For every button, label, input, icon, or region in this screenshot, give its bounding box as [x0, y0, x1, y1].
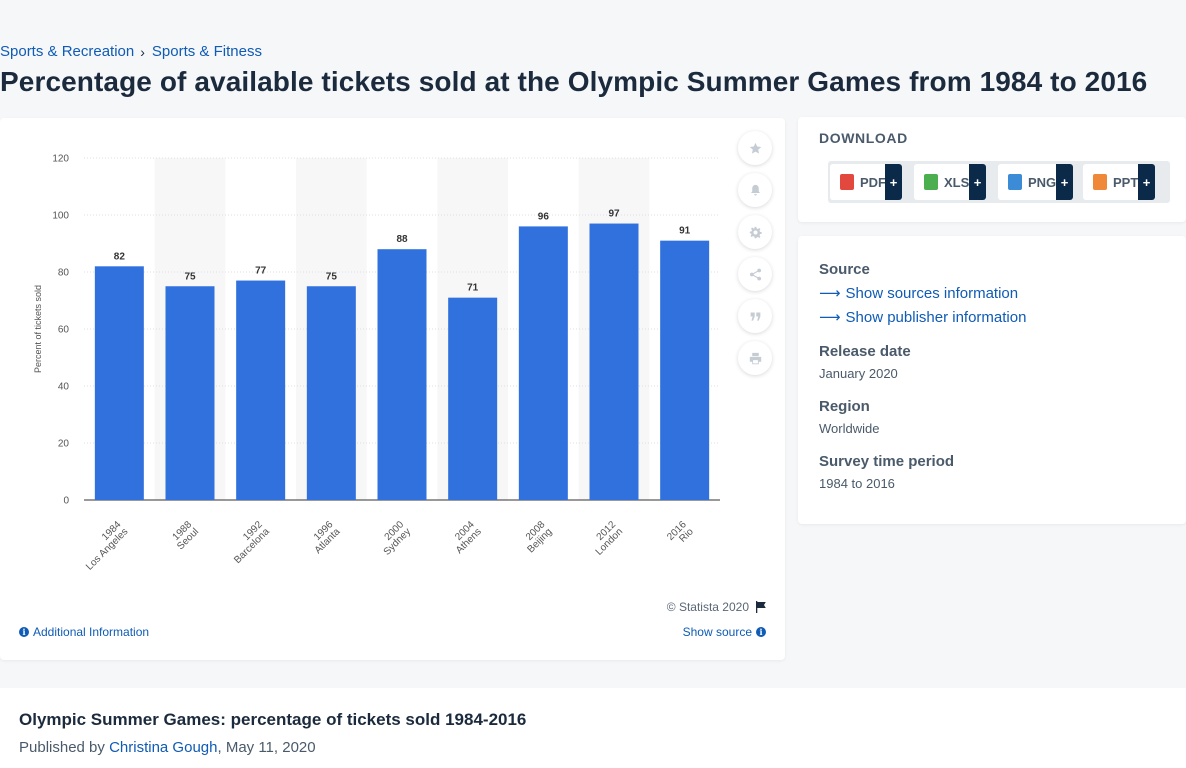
- source-heading: Source: [819, 261, 870, 278]
- plus-icon: +: [1056, 164, 1073, 200]
- y-tick-label: 20: [58, 439, 70, 450]
- y-tick-label: 60: [58, 325, 70, 336]
- download-xls-button[interactable]: XLS +: [914, 164, 986, 200]
- plus-icon: +: [885, 164, 902, 200]
- y-tick-label: 40: [58, 382, 70, 393]
- y-tick-label: 0: [63, 496, 69, 507]
- share-icon[interactable]: [738, 257, 772, 291]
- download-ppt-button[interactable]: PPT +: [1083, 164, 1155, 200]
- survey-period-heading: Survey time period: [819, 453, 955, 470]
- png-file-icon: [1008, 174, 1022, 190]
- download-ppt-label: PPT: [1113, 174, 1139, 190]
- breadcrumb-link-sports-fitness[interactable]: Sports & Fitness: [151, 43, 262, 60]
- data-label: 77: [255, 266, 267, 277]
- published-by-label: Published by: [19, 739, 105, 756]
- y-tick-label: 100: [52, 211, 69, 222]
- plus-icon: +: [969, 164, 986, 200]
- data-label: 75: [326, 271, 338, 282]
- ppt-file-icon: [1093, 174, 1107, 190]
- show-publisher-link[interactable]: ⟶ Show publisher information: [819, 308, 1027, 327]
- statistic-details-card: Source ⟶ Show sources information ⟶ Show…: [798, 236, 1186, 524]
- chart-card: 0 20 40 60 80 100 120 Percent of tickets sold 82…: [0, 118, 785, 660]
- data-label: 82: [114, 251, 126, 262]
- region-value: Worldwide: [819, 421, 880, 436]
- plus-icon: +: [1138, 164, 1155, 200]
- additional-information-link[interactable]: i Additional Information: [19, 625, 149, 639]
- download-png-button[interactable]: PNG +: [998, 164, 1073, 200]
- y-tick-label: 80: [58, 268, 70, 279]
- breadcrumb-separator: ›: [140, 43, 145, 60]
- publication-card: Olympic Summer Games: percentage of tick…: [0, 688, 1186, 768]
- bar: [306, 286, 356, 500]
- data-label: 96: [538, 211, 550, 222]
- y-axis-label: Percent of tickets sold: [33, 285, 43, 373]
- breadcrumb: Sports & Recreation › Sports & Fitness: [0, 43, 262, 60]
- release-date-value: January 2020: [819, 366, 898, 381]
- published-by-line: Published by Christina Gough, May 11, 20…: [19, 739, 316, 756]
- bar: [165, 286, 215, 500]
- release-date-heading: Release date: [819, 343, 911, 360]
- statistic-title: Olympic Summer Games: percentage of tick…: [19, 710, 527, 729]
- author-link[interactable]: Christina Gough: [109, 739, 218, 756]
- download-pdf-label: PDF: [860, 174, 886, 190]
- show-publisher-label: Show publisher information: [845, 308, 1027, 326]
- info-icon: i: [19, 627, 29, 637]
- chart-copyright: © Statista 2020: [667, 600, 767, 614]
- print-icon[interactable]: [738, 341, 772, 375]
- survey-period-value: 1984 to 2016: [819, 476, 895, 491]
- publish-date: , May 11, 2020: [217, 739, 316, 756]
- bar: [589, 223, 639, 501]
- page-title: Percentage of available tickets sold at …: [0, 66, 1148, 97]
- settings-gear-icon[interactable]: [738, 215, 772, 249]
- info-icon: i: [756, 627, 766, 637]
- download-png-label: PNG: [1028, 174, 1057, 190]
- flag-icon[interactable]: [755, 601, 767, 613]
- download-pdf-button[interactable]: PDF +: [830, 164, 902, 200]
- copyright-text: © Statista 2020: [666, 600, 749, 614]
- data-label: 97: [608, 209, 620, 220]
- arrow-right-icon: ⟶: [819, 285, 841, 302]
- bar-chart: 0 20 40 60 80 100 120 Percent of tickets sold 82…: [33, 154, 720, 573]
- bar: [518, 226, 568, 500]
- pdf-file-icon: [840, 174, 854, 190]
- bar: [236, 280, 286, 500]
- data-label: 88: [396, 234, 408, 245]
- data-label: 71: [467, 283, 479, 294]
- download-xls-label: XLS: [944, 174, 970, 190]
- bar: [377, 249, 427, 500]
- chart-toolbar: [738, 131, 772, 383]
- show-source-link[interactable]: Show source i: [683, 625, 766, 639]
- xls-file-icon: [924, 174, 938, 190]
- data-label: 91: [679, 226, 691, 237]
- download-title: DOWNLOAD: [819, 130, 908, 146]
- data-label: 75: [184, 271, 196, 282]
- y-tick-label: 120: [52, 154, 69, 165]
- arrow-right-icon: ⟶: [819, 309, 841, 326]
- additional-information-label: Additional Information: [33, 625, 150, 639]
- citation-quote-icon[interactable]: [738, 299, 772, 333]
- show-sources-label: Show sources information: [845, 284, 1019, 302]
- region-heading: Region: [819, 398, 870, 415]
- bar: [660, 240, 710, 500]
- bar: [94, 266, 144, 500]
- bar: [448, 297, 498, 500]
- show-sources-link[interactable]: ⟶ Show sources information: [819, 284, 1019, 303]
- download-card: DOWNLOAD PDF + XLS + PNG + PPT +: [798, 117, 1186, 222]
- notification-bell-icon[interactable]: [738, 173, 772, 207]
- favorite-star-icon[interactable]: [738, 131, 772, 165]
- breadcrumb-link-sports-recreation[interactable]: Sports & Recreation: [0, 43, 135, 60]
- show-source-label: Show source: [682, 625, 752, 639]
